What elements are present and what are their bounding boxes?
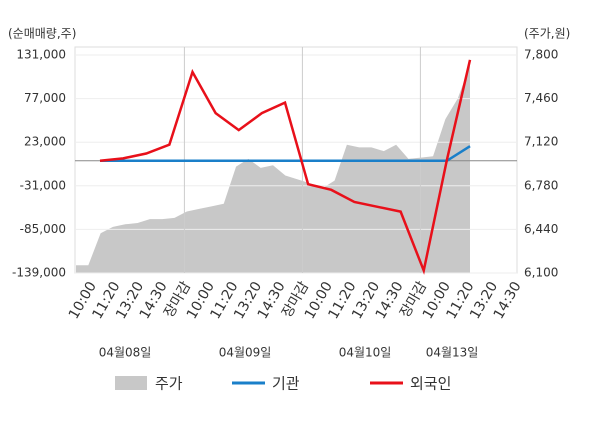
y2-tick-label: 6,100 [524,266,558,280]
y-tick-label: 23,000 [24,135,66,149]
legend-text: 주가 [155,375,183,393]
y2-tick-label: 7,120 [524,135,558,149]
y2-tick-label: 7,460 [524,91,558,105]
y2-tick-label: 7,800 [524,48,558,62]
y2-tick-label: 6,440 [524,222,558,236]
date-label: 04월13일 [426,346,479,360]
legend-text: 기관 [272,375,300,393]
date-label: 04월08일 [99,346,152,360]
y-axis-label: (순매매량,주) [8,27,76,41]
series-line [99,59,472,275]
y-tick-label: -31,000 [20,178,66,192]
y-tick-label: -85,000 [20,222,66,236]
y2-tick-label: 6,780 [524,178,558,192]
y2-axis-label: (주가,원) [524,27,570,41]
legend-swatch [115,376,147,390]
price-area [76,65,470,274]
legend-text: 외국인 [410,375,451,393]
y-tick-label: 131,000 [16,48,66,62]
y-tick-label: -139,000 [12,266,66,280]
date-label: 04월10일 [339,346,392,360]
date-label: 04월09일 [219,346,272,360]
y-tick-label: 77,000 [24,91,66,105]
series-line [100,145,471,163]
